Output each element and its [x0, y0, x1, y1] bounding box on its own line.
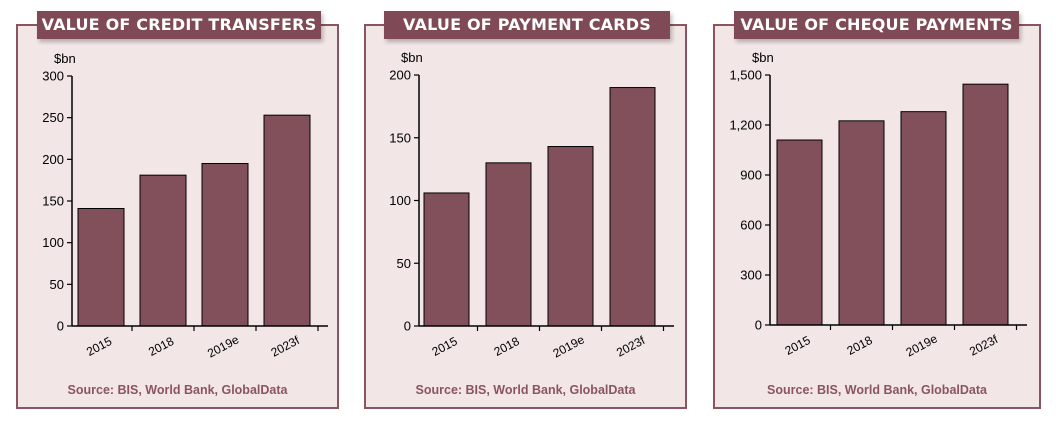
- bar-2018: [838, 120, 885, 326]
- y-tick-label: 0: [57, 319, 64, 334]
- y-tick-label: 50: [50, 277, 64, 292]
- bar-2018: [485, 162, 532, 327]
- bar-2023f: [263, 114, 311, 327]
- y-tick-label: 100: [42, 235, 64, 250]
- x-tick-label: 2019e: [904, 331, 940, 359]
- bar-2015: [776, 139, 823, 326]
- x-tick-label: 2015: [430, 334, 460, 359]
- cheque-payments-chart: $bn 0 300 600 900 1,200 1,500 2015 2018 2019e 2023…: [729, 50, 1027, 359]
- y-axis-unit-label: $bn: [54, 51, 76, 66]
- y-tick-label: 1,200: [729, 118, 762, 133]
- bar-2015: [423, 192, 470, 327]
- chart-title: VALUE OF CREDIT TRANSFERS: [37, 11, 321, 39]
- x-tick-label: 2018: [146, 334, 176, 359]
- x-tick-label: 2023f: [614, 333, 648, 360]
- y-tick-label: 250: [42, 110, 64, 125]
- chart-title: VALUE OF CHEQUE PAYMENTS: [734, 11, 1019, 39]
- bar-2023f: [962, 83, 1009, 326]
- y-tick-label: 50: [397, 256, 411, 271]
- chart-panel-cheque-payments: $bn 0 300 600 900 1,200 1,500 2015 2018 2019e 2023…: [713, 24, 1041, 409]
- x-tick-label: 2018: [492, 334, 522, 359]
- chart-source: Source: BIS, World Bank, GlobalData: [767, 383, 987, 397]
- bar-2023f: [609, 87, 656, 327]
- payment-cards-chart: $bn 0 50 100 150 200 2015 2018 2019e 2023f: [389, 50, 674, 360]
- y-tick-label: 300: [42, 69, 64, 84]
- y-tick-label: 0: [755, 318, 762, 333]
- y-tick-label: 300: [740, 268, 762, 283]
- bar-2015: [77, 208, 125, 327]
- chart-panel-credit-transfers: $bn 0 50 100 150 200 250 300 2015 2018 2019e 2023f …: [16, 24, 339, 409]
- y-axis-unit-label: $bn: [401, 50, 423, 65]
- y-tick-label: 1,500: [729, 68, 762, 83]
- bar-2019e: [900, 111, 947, 326]
- x-tick-label: 2019e: [551, 332, 587, 360]
- y-tick-label: 0: [404, 319, 411, 334]
- y-tick-label: 200: [42, 152, 64, 167]
- chart-title: VALUE OF PAYMENT CARDS: [384, 11, 670, 39]
- x-tick-label: 2018: [845, 333, 875, 358]
- y-tick-label: 900: [740, 168, 762, 183]
- x-tick-label: 2019e: [205, 332, 241, 360]
- bar-2019e: [201, 163, 249, 327]
- x-tick-label: 2015: [783, 333, 813, 358]
- y-axis-unit-label: $bn: [752, 50, 774, 65]
- credit-transfers-chart: $bn 0 50 100 150 200 250 300 2015 2018 2019e 2023f: [42, 51, 328, 360]
- x-tick-label: 2023f: [967, 332, 1001, 359]
- y-tick-label: 150: [389, 130, 411, 145]
- x-tick-label: 2015: [84, 334, 114, 359]
- chart-panel-payment-cards: $bn 0 50 100 150 200 2015 2018 2019e 2023f Source…: [364, 24, 687, 409]
- bar-2018: [139, 174, 187, 327]
- y-tick-label: 100: [389, 193, 411, 208]
- chart-source: Source: BIS, World Bank, GlobalData: [67, 383, 288, 397]
- y-tick-label: 600: [740, 218, 762, 233]
- bar-2019e: [547, 146, 594, 327]
- chart-source: Source: BIS, World Bank, GlobalData: [415, 383, 636, 397]
- y-tick-label: 150: [42, 194, 64, 209]
- x-tick-label: 2023f: [269, 333, 303, 360]
- y-tick-label: 200: [389, 68, 411, 83]
